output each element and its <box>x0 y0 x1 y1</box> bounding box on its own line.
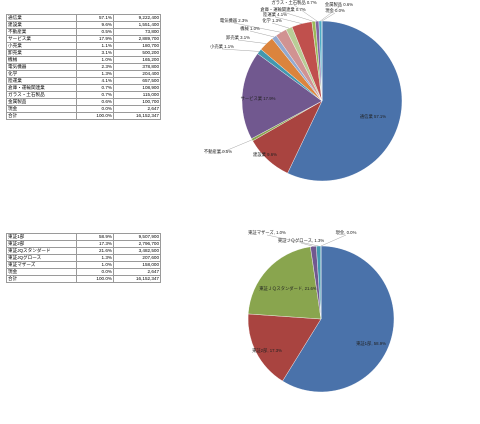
leader-line <box>320 6 340 22</box>
data-label: 東証ＪＱグロース, 1.3% <box>278 237 325 244</box>
table-row: 合計 100.0% 16,152,347 <box>6 275 161 283</box>
leader-line <box>233 22 282 33</box>
data-label: 現金, 0.0% <box>336 229 357 236</box>
row-amount: 16,152,347 <box>113 112 161 120</box>
data-label: 建設業 9.6% <box>253 151 277 158</box>
table-row: 合計 100.0% 16,152,347 <box>6 112 161 120</box>
pie-slice <box>247 313 322 382</box>
data-label: 東証1部, 58.9% <box>356 340 386 347</box>
pie-slice <box>241 53 323 139</box>
data-label: 不動産業 0.5% <box>204 148 232 155</box>
sector-table: 通信業 57.1% 9,222,400 建設業 9.6% 1,551,400 不動産業 0.5… <box>6 14 161 120</box>
data-label: 通信業 57.1% <box>360 113 386 120</box>
leader-line <box>271 22 290 29</box>
leader-line <box>266 234 319 247</box>
data-label: 電気機器 2.3% <box>220 17 248 24</box>
leader-line <box>300 242 314 247</box>
leader-line <box>274 16 302 24</box>
leader-line <box>321 12 336 22</box>
leader-line <box>217 139 253 155</box>
data-label: ガラス・土石製品 0.7% <box>271 0 316 6</box>
leader-line <box>320 234 347 247</box>
leader-line <box>237 39 267 44</box>
data-label: 金属製品 0.6% <box>325 1 353 8</box>
leader-line <box>293 4 318 22</box>
data-label: 化学 1.3% <box>262 17 282 24</box>
data-label: 小売業 1.1% <box>210 43 234 50</box>
leader-line <box>282 11 314 22</box>
data-label: 東証2部, 17.3% <box>252 347 282 354</box>
market-table: 東証1部 58.9% 9,507,900 東証2部 17.3% 2,796,700 東証JQ… <box>6 233 161 283</box>
data-label: 陸運業 4.1% <box>263 11 287 18</box>
pie-slice <box>287 20 403 182</box>
data-label: 倉庫・運輸関連業 0.7% <box>260 6 306 13</box>
data-label: 現金 0.0% <box>325 7 345 14</box>
data-label: 卸売業 3.1% <box>226 34 250 41</box>
data-label: 東証ＪＱスタンダード, 21.6% <box>259 285 317 292</box>
row-amount: 16,152,347 <box>113 275 161 283</box>
pie-slice <box>247 246 322 320</box>
leader-line <box>249 30 275 38</box>
data-label: サービス業 17.9% <box>241 95 276 102</box>
data-label: 機械 1.0% <box>240 25 260 32</box>
pie-slice <box>282 245 395 393</box>
data-label: 東証マザーズ, 1.0% <box>248 229 286 236</box>
leader-line <box>221 48 260 52</box>
